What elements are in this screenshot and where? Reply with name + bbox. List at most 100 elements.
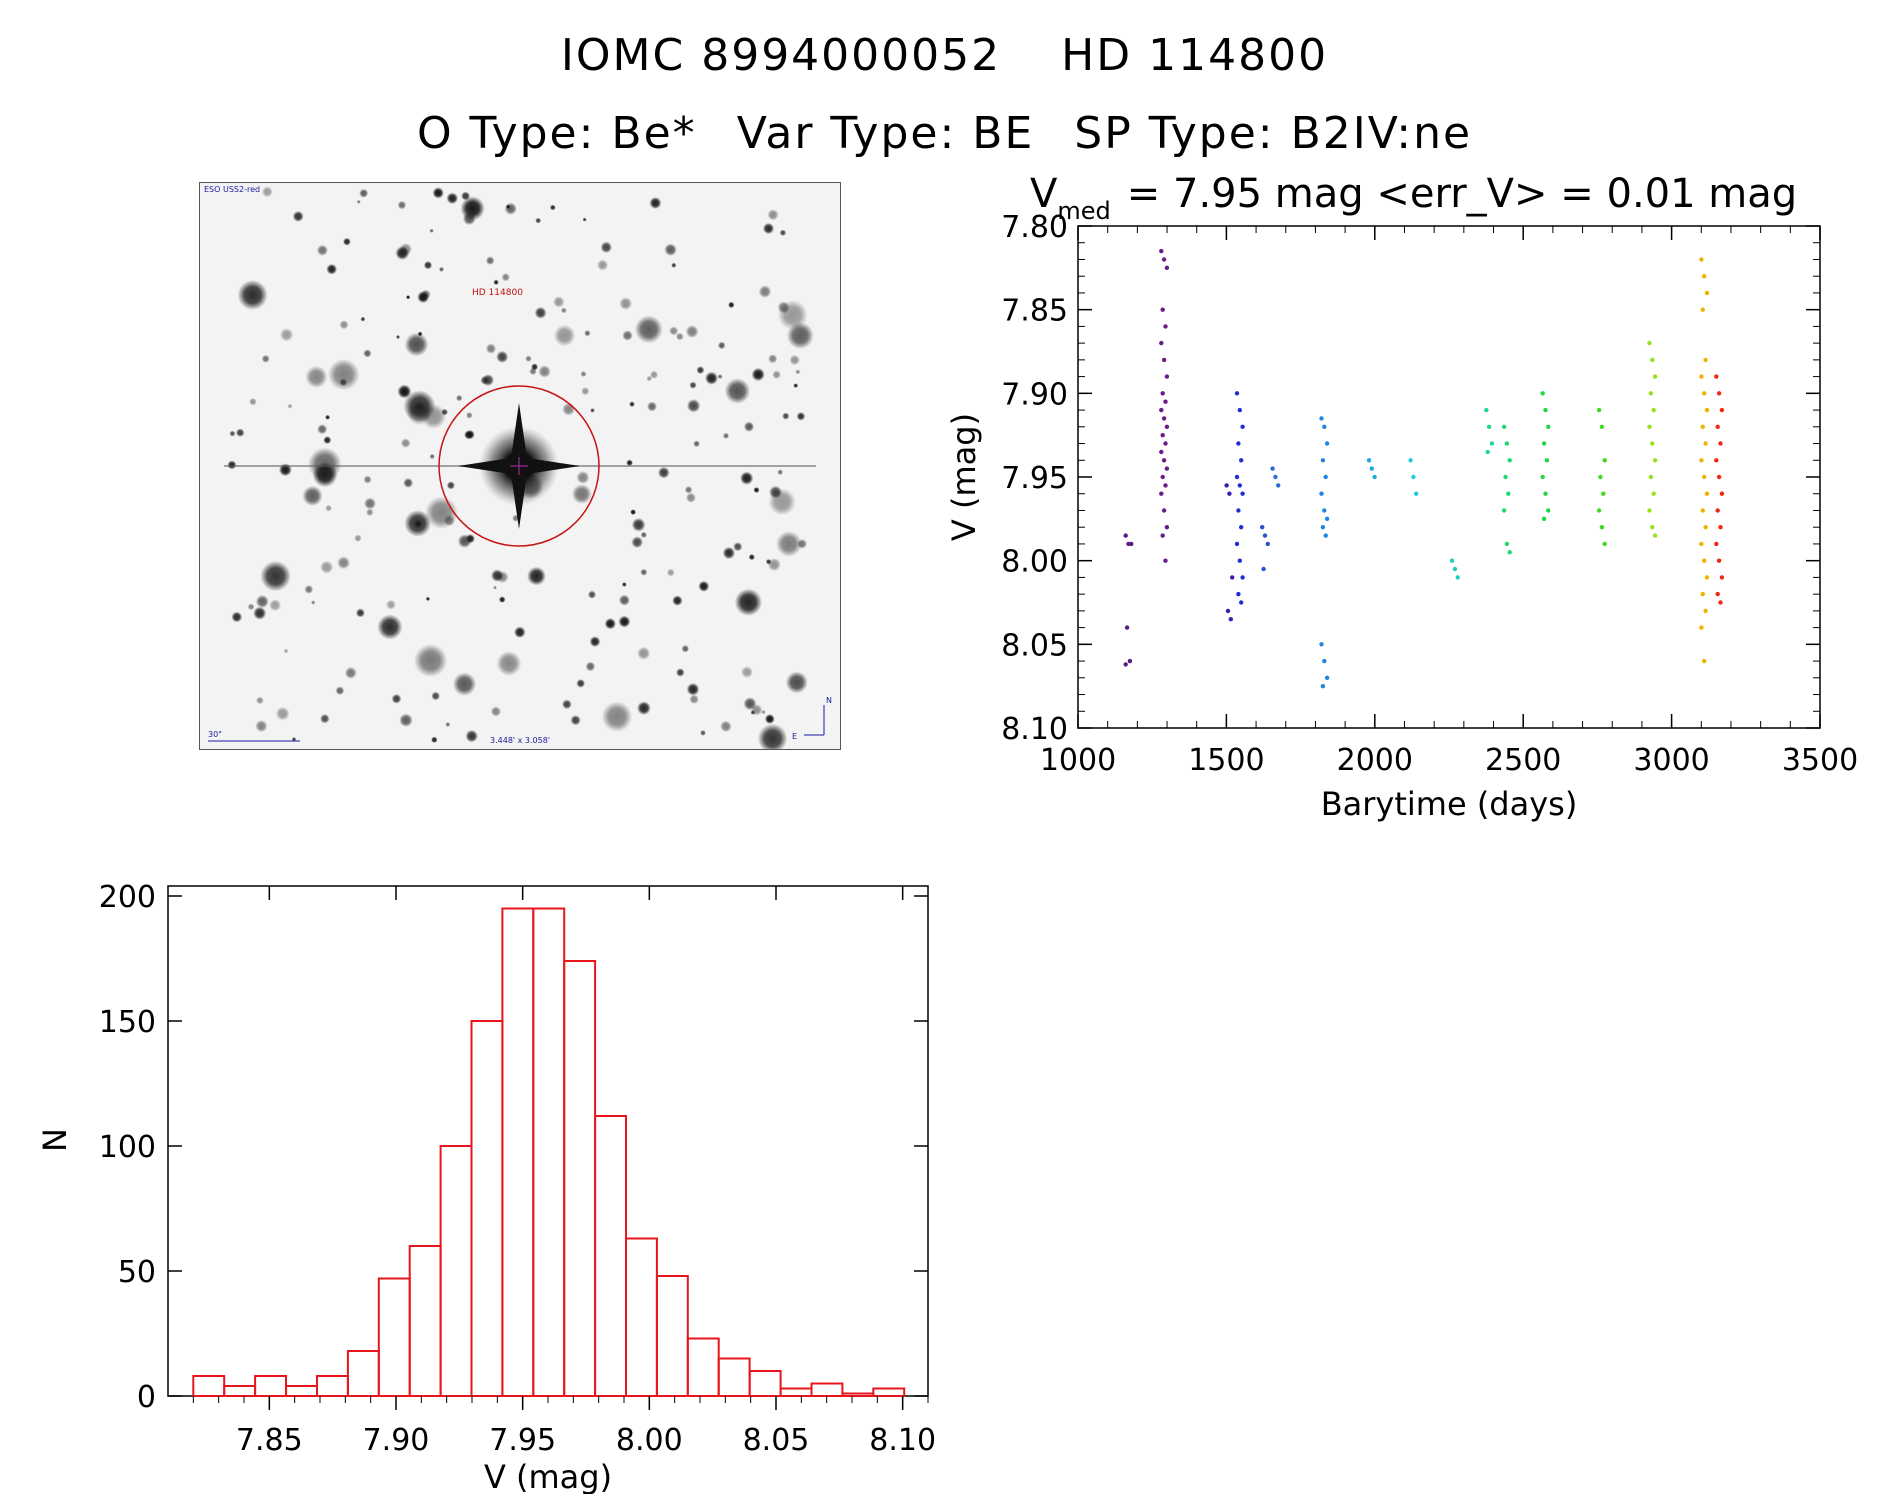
field-star — [767, 558, 781, 572]
field-star — [328, 358, 360, 391]
lc-ytick-label: 7.85 — [1001, 294, 1068, 329]
lc-point — [1716, 474, 1722, 480]
field-star — [229, 430, 236, 437]
field-star — [493, 279, 499, 285]
lc-point — [1507, 458, 1512, 463]
lc-point — [1719, 407, 1725, 413]
hist-bar — [563, 960, 597, 1397]
field-star — [629, 401, 635, 407]
histogram-chart: 7.85 7.90 7.95 8.00 8.05 8.10 0 50 100 150 200 V (… — [36, 880, 936, 1494]
lc-point — [1501, 424, 1507, 429]
lc-point — [1501, 508, 1507, 513]
field-star — [795, 369, 801, 375]
lc-point — [1715, 508, 1720, 513]
field-star — [490, 706, 502, 717]
lc-point — [1414, 491, 1419, 496]
lc-ylabel: V (mag) — [945, 413, 983, 541]
field-star — [429, 453, 435, 460]
field-star — [343, 237, 351, 246]
field-star — [646, 375, 653, 382]
lc-xlabel: Barytime (days) — [1321, 785, 1578, 823]
lc-point — [1602, 541, 1607, 547]
field-star — [637, 701, 651, 715]
field-star — [580, 371, 587, 377]
lc-point — [1123, 662, 1128, 667]
lc-point — [1159, 449, 1164, 455]
field-star — [501, 273, 510, 282]
field-star — [308, 447, 342, 481]
field-star — [527, 566, 546, 586]
field-star — [549, 204, 556, 211]
lc-point — [1161, 458, 1167, 463]
field-star — [325, 414, 331, 420]
lc-point — [1320, 458, 1326, 463]
lc-point — [1240, 424, 1245, 429]
lc-point — [1449, 558, 1455, 563]
lc-point — [1237, 483, 1243, 488]
lc-point — [1704, 407, 1710, 413]
field-star — [253, 606, 267, 620]
lc-point — [1702, 274, 1707, 279]
lc-point — [1541, 516, 1547, 521]
field-star — [684, 486, 693, 494]
lc-point — [1236, 591, 1241, 597]
field-star — [493, 585, 497, 590]
hist-bar — [223, 1385, 257, 1397]
field-star — [279, 328, 294, 342]
lc-point — [1408, 458, 1413, 463]
lc-point — [1648, 391, 1654, 396]
field-star — [292, 210, 304, 222]
field-star — [576, 471, 590, 484]
field-star — [397, 384, 412, 399]
lc-point — [1322, 658, 1327, 664]
lc-data-points — [1123, 248, 1725, 689]
lc-point — [1161, 257, 1167, 262]
field-star — [777, 469, 783, 476]
lc-point — [1159, 248, 1164, 254]
hist-bar — [841, 1392, 875, 1397]
field-star — [291, 737, 297, 742]
lc-point — [1273, 474, 1278, 480]
lc-point — [1159, 340, 1164, 346]
hist-xtick-label: 8.05 — [743, 1423, 810, 1458]
lc-point — [1234, 391, 1240, 396]
field-star — [779, 229, 787, 236]
lc-title-rest: = 7.95 mag <err_V> = 0.01 mag — [1127, 171, 1797, 217]
lc-point — [1320, 684, 1326, 689]
hist-xtick-label: 7.85 — [236, 1423, 303, 1458]
field-star — [776, 531, 802, 557]
field-star — [311, 600, 316, 605]
field-star — [571, 484, 592, 504]
lc-point — [1234, 474, 1240, 480]
lc-point — [1160, 474, 1165, 480]
field-star — [740, 471, 754, 485]
field-star — [649, 197, 662, 209]
field-star — [570, 715, 581, 726]
field-star — [355, 608, 365, 618]
field-star — [339, 320, 349, 330]
field-star — [717, 374, 723, 380]
lc-point — [1699, 625, 1704, 630]
lc-point — [1163, 483, 1168, 488]
field-star — [666, 568, 675, 577]
lc-point — [1127, 658, 1133, 664]
field-star — [535, 217, 542, 224]
field-star — [631, 517, 646, 532]
field-star — [672, 595, 683, 606]
lc-point — [1366, 458, 1372, 463]
lc-point — [1507, 550, 1512, 555]
field-star — [797, 539, 807, 549]
field-star — [465, 729, 479, 743]
field-star — [724, 378, 751, 404]
lc-point — [1489, 441, 1495, 446]
field-star — [741, 666, 753, 679]
field-star — [762, 222, 775, 235]
lc-point — [1652, 458, 1658, 463]
field-star — [689, 381, 697, 389]
field-star — [255, 720, 268, 733]
field-star — [525, 355, 532, 362]
lc-xtick-label: 3500 — [1782, 743, 1858, 778]
field-star — [531, 363, 539, 371]
field-star — [693, 440, 700, 448]
field-star — [359, 188, 369, 198]
